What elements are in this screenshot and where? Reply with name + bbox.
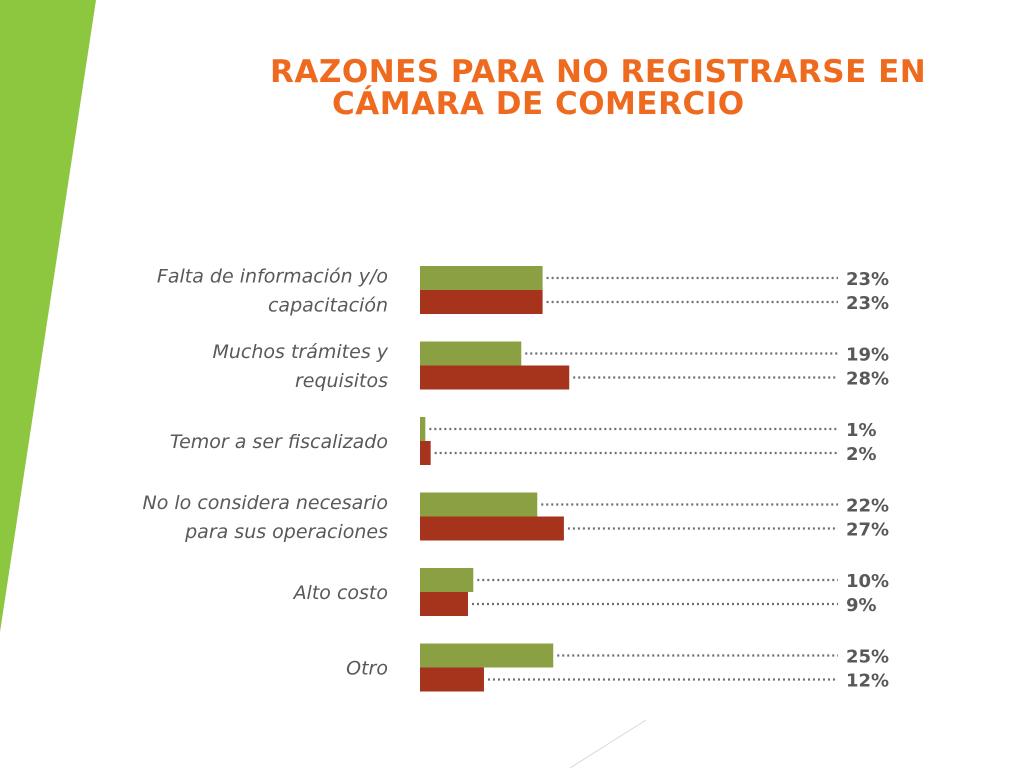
category-label: Otro [346, 658, 388, 680]
value-label: 19% [846, 345, 889, 366]
value-label: 10% [846, 571, 889, 592]
decorative-diagonal-line [560, 712, 660, 769]
value-label: 12% [846, 671, 889, 692]
category-label: Muchos trámites y [213, 341, 389, 363]
bar [420, 592, 468, 616]
bar [420, 365, 570, 390]
value-label: 27% [846, 520, 889, 541]
value-label: 28% [846, 369, 889, 390]
category-label: No lo considera necesario [143, 492, 388, 514]
bar [420, 441, 431, 465]
value-label: 23% [846, 269, 889, 290]
slide-title-line-2: CÁMARA DE COMERCIO [332, 86, 745, 122]
value-label: 25% [846, 647, 889, 668]
bar [420, 568, 474, 592]
value-label: 22% [846, 496, 889, 517]
category-label: para sus operaciones [184, 521, 388, 543]
bar [420, 417, 426, 441]
category-label: Falta de información y/o [157, 266, 388, 288]
bar [420, 290, 543, 314]
category-label: requisitos [295, 370, 388, 392]
green-accent-strip [0, 0, 100, 640]
bar [420, 643, 554, 668]
bar [420, 667, 484, 692]
category-label: Alto costo [292, 582, 388, 604]
bar [420, 516, 564, 541]
bar [420, 492, 538, 517]
bar [420, 266, 543, 290]
value-label: 9% [846, 595, 877, 616]
value-label: 2% [846, 444, 877, 465]
category-label: Temor a ser fiscalizado [170, 431, 388, 453]
category-label: capacitación [268, 295, 388, 317]
value-label: 23% [846, 293, 889, 314]
value-label: 1% [846, 420, 877, 441]
slide-title-line-1: RAZONES PARA NO REGISTRARSE EN [270, 54, 927, 90]
bar [420, 341, 522, 366]
